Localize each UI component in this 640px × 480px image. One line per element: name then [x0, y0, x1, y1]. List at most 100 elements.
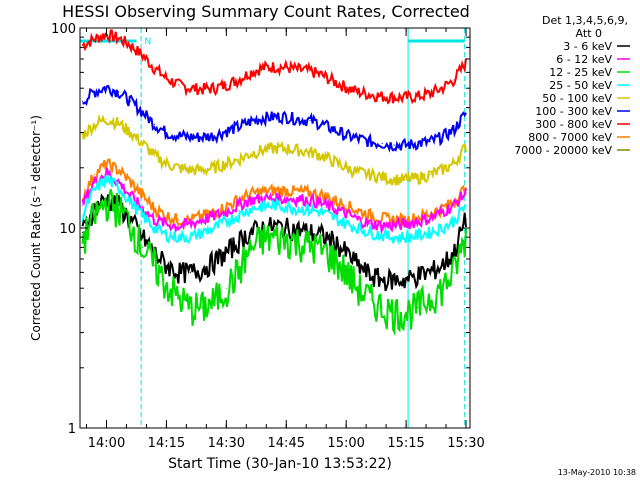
- data-point: [117, 208, 120, 210]
- data-point: [417, 142, 419, 144]
- data-point: [297, 118, 299, 120]
- data-point: [129, 131, 132, 134]
- data-point: [405, 219, 407, 221]
- data-point: [81, 241, 84, 243]
- x-tick-label: 15:30: [447, 436, 484, 451]
- data-point: [369, 214, 371, 216]
- data-point: [273, 198, 275, 200]
- data-point: [321, 123, 323, 125]
- data-point: [165, 215, 168, 217]
- data-point: [285, 205, 287, 208]
- data-point: [465, 186, 467, 188]
- data-point: [249, 153, 251, 155]
- data-point: [249, 248, 251, 251]
- data-point: [369, 274, 371, 276]
- series-line: [81, 174, 467, 246]
- data-point: [309, 192, 311, 194]
- data-point: [165, 77, 168, 79]
- data-point: [405, 311, 407, 313]
- data-point: [177, 296, 179, 298]
- data-point: [297, 149, 299, 151]
- data-point: [405, 223, 407, 225]
- data-point: [225, 162, 227, 165]
- data-point: [225, 130, 227, 132]
- y-tick-label: 1: [68, 422, 76, 437]
- data-point: [381, 279, 383, 281]
- data-point: [237, 271, 239, 273]
- legend-label: 50 - 100 keV: [542, 92, 612, 105]
- data-point: [417, 95, 419, 97]
- data-point: [177, 236, 179, 238]
- data-point: [201, 215, 203, 217]
- data-point: [273, 225, 275, 227]
- data-point: [201, 88, 203, 90]
- data-point: [309, 199, 311, 201]
- y-tick-label: 100: [51, 22, 76, 37]
- data-point: [345, 223, 347, 225]
- data-point: [153, 219, 156, 221]
- data-point: [81, 198, 84, 200]
- legend-label: 3 - 6 keV: [563, 40, 612, 53]
- data-point: [285, 189, 287, 192]
- data-point: [225, 205, 227, 208]
- data-point: [369, 298, 371, 300]
- data-point: [201, 169, 203, 171]
- legend-label: 100 - 300 keV: [535, 105, 612, 118]
- data-point: [177, 219, 179, 221]
- data-point: [165, 162, 168, 165]
- data-point: [273, 204, 275, 206]
- data-point: [201, 268, 203, 271]
- data-point: [225, 252, 227, 254]
- data-point: [321, 194, 323, 196]
- data-point: [297, 241, 299, 243]
- data-point: [381, 306, 383, 309]
- night-marker: N: [144, 37, 151, 47]
- data-point: [105, 118, 108, 120]
- x-tick-label: 14:15: [148, 436, 185, 451]
- axis-layer: 14:00 14:15 14:30 14:45 15:00 15:15 15:30 1 10 10…: [51, 22, 485, 451]
- data-point: [81, 44, 84, 46]
- data-point: [309, 151, 311, 153]
- data-point: [453, 204, 455, 206]
- data-point: [357, 171, 359, 173]
- data-point: [153, 155, 156, 157]
- data-point: [285, 116, 287, 118]
- data-point: [453, 252, 455, 254]
- data-point: [453, 79, 455, 81]
- data-point: [261, 67, 263, 69]
- data-point: [357, 137, 359, 140]
- data-point: [345, 204, 347, 206]
- data-point: [237, 204, 239, 206]
- data-point: [465, 192, 467, 194]
- data-point: [93, 38, 96, 40]
- data-point: [189, 169, 191, 171]
- data-point: [273, 147, 275, 150]
- data-point: [261, 198, 263, 200]
- data-point: [393, 144, 395, 146]
- data-point: [297, 208, 299, 210]
- data-point: [333, 160, 335, 163]
- data-point: [105, 178, 108, 180]
- data-point: [345, 271, 347, 273]
- data-point: [441, 287, 443, 289]
- data-point: [381, 142, 383, 144]
- data-point: [249, 121, 251, 123]
- data-point: [405, 236, 407, 238]
- data-point: [189, 87, 191, 89]
- data-point: [321, 203, 323, 205]
- data-point: [129, 181, 132, 183]
- data-point: [225, 211, 227, 213]
- data-point: [141, 111, 144, 113]
- legend-header-line-2: Att 0: [576, 27, 602, 40]
- data-point: [261, 149, 263, 151]
- data-point: [129, 44, 132, 46]
- data-point: [369, 223, 371, 225]
- data-point: [165, 131, 168, 134]
- data-point: [321, 211, 323, 213]
- data-point: [429, 213, 431, 215]
- data-point: [213, 167, 215, 169]
- data-point: [201, 136, 203, 138]
- data-point: [237, 241, 239, 243]
- data-point: [309, 70, 311, 72]
- data-point: [465, 204, 467, 206]
